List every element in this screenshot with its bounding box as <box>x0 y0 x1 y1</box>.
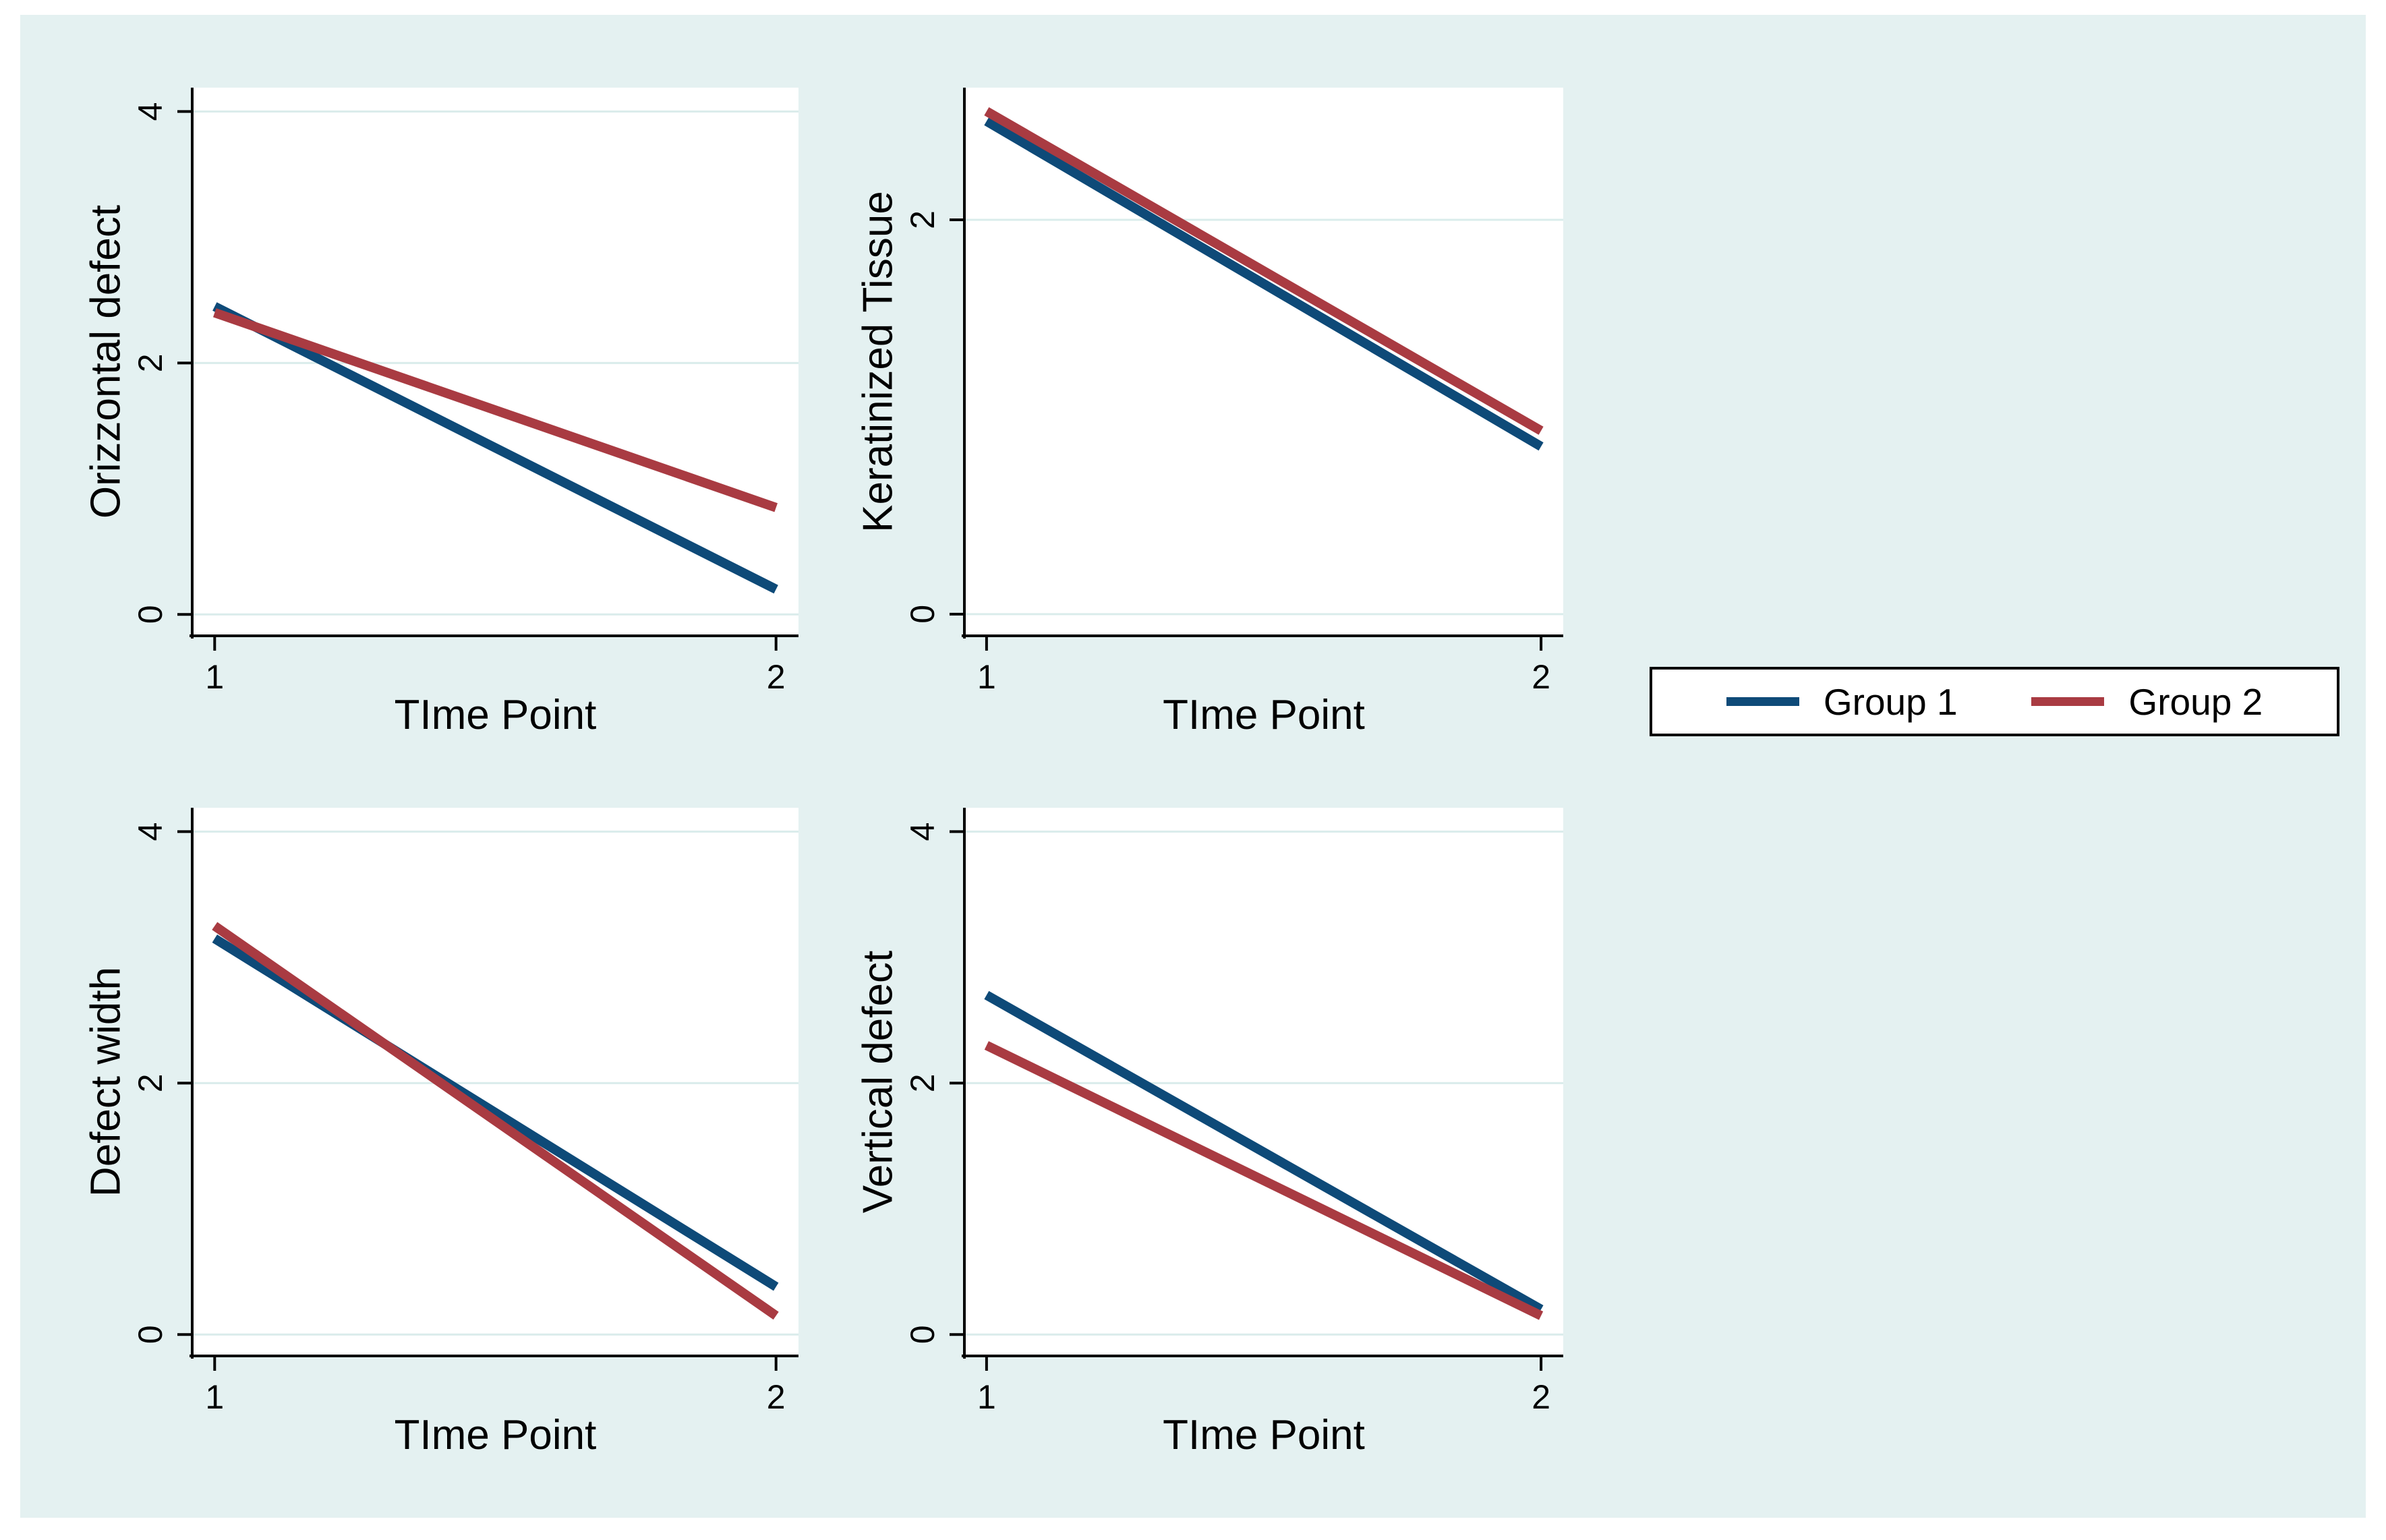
x-tick-label: 2 <box>1532 658 1550 696</box>
x-tick-label: 1 <box>977 1378 996 1416</box>
y-axis-title: Keratinized Tissue <box>855 191 902 533</box>
series-line-group1 <box>212 302 778 594</box>
x-axis-title: TIme Point <box>1163 1412 1365 1458</box>
legend-group1-line-swatch <box>1726 697 1799 706</box>
series-line-group2 <box>984 107 1544 435</box>
y-axis-title: Orizzontal defect <box>83 205 129 519</box>
x-tick-label: 1 <box>977 658 996 696</box>
y-tick-label: 2 <box>132 353 169 372</box>
x-axis-title: TIme Point <box>1163 692 1365 738</box>
y-tick-label: 0 <box>904 605 941 624</box>
y-tick-label: 2 <box>132 1073 169 1092</box>
y-axis-title: Defect width <box>83 967 129 1197</box>
y-tick-label: 4 <box>132 102 169 121</box>
y-tick-label: 0 <box>132 605 169 624</box>
x-tick-label: 2 <box>767 658 786 696</box>
y-tick-label: 2 <box>904 210 941 229</box>
y-tick-label: 0 <box>132 1325 169 1344</box>
y-tick-label: 4 <box>132 823 169 841</box>
series-line-group2 <box>984 1041 1544 1320</box>
legend: Group 1 Group 2 <box>1650 667 2339 736</box>
legend-group2-label: Group 2 <box>2128 680 2263 723</box>
legend-item-group2: Group 2 <box>2031 680 2263 723</box>
legend-group2-line-swatch <box>2031 697 2105 706</box>
y-tick-label: 4 <box>904 823 941 841</box>
series-line-group2 <box>212 922 779 1320</box>
series-line-group1 <box>984 990 1544 1314</box>
plot-area <box>964 88 1563 636</box>
y-axis-title: Vertical defect <box>855 951 902 1213</box>
legend-group1-label: Group 1 <box>1823 680 1958 723</box>
y-tick-label: 0 <box>904 1325 941 1344</box>
x-tick-label: 1 <box>205 658 224 696</box>
x-axis-title: TIme Point <box>395 692 597 738</box>
series-line-group1 <box>984 117 1544 451</box>
x-tick-label: 2 <box>767 1378 786 1416</box>
x-axis-title: TIme Point <box>395 1412 597 1458</box>
legend-item-group1: Group 1 <box>1726 680 1958 723</box>
x-tick-label: 2 <box>1532 1378 1550 1416</box>
x-tick-label: 1 <box>205 1378 224 1416</box>
series-line-group2 <box>213 308 778 512</box>
y-tick-label: 2 <box>904 1073 941 1092</box>
